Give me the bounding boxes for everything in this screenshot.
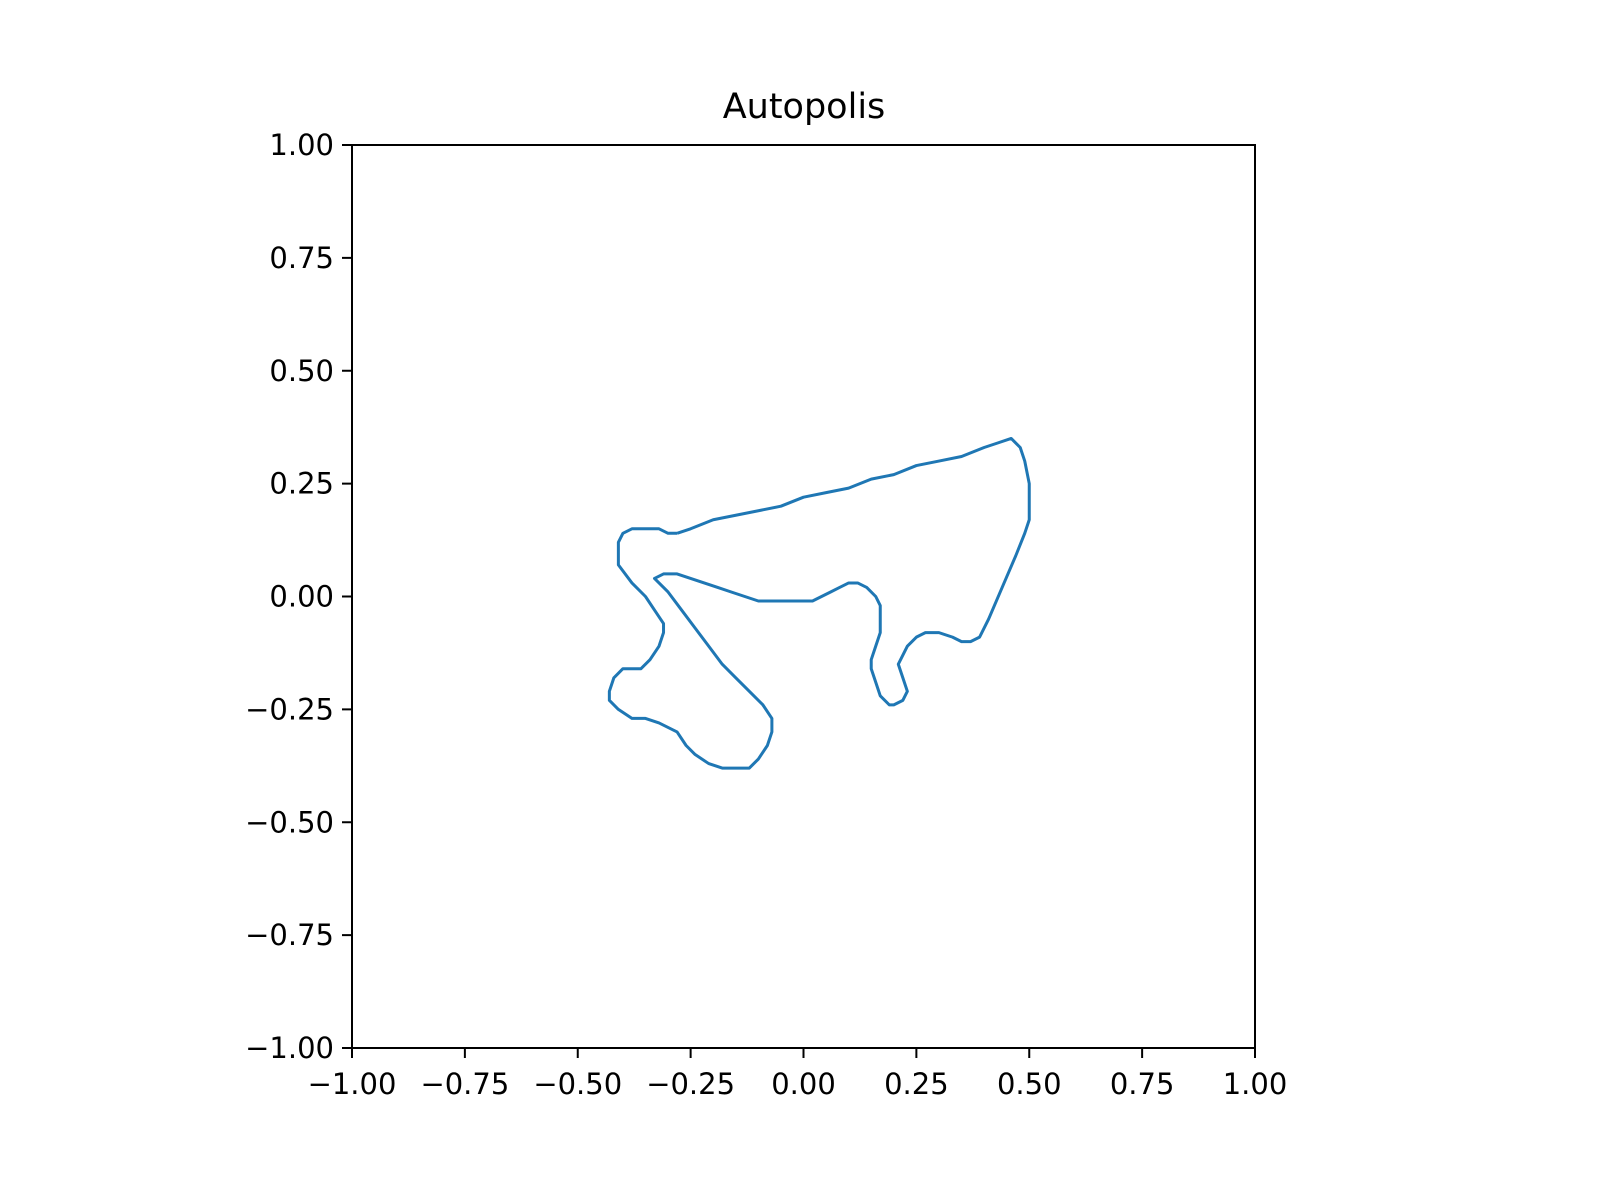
y-tick-label: −0.75 [245, 918, 334, 952]
x-tick-label: 0.25 [884, 1067, 949, 1101]
axis-ticks: −1.00 −0.75 −0.50 −0.25 0.00 0.25 0.50 0.75 1.00… [245, 128, 1287, 1101]
x-tick-label: −0.75 [420, 1067, 509, 1101]
x-tick-label: 0.00 [771, 1067, 836, 1101]
y-tick-label: 0.50 [269, 354, 334, 388]
x-tick-label: 1.00 [1223, 1067, 1288, 1101]
y-tick-label: 0.00 [269, 580, 334, 614]
y-tick-label: −0.25 [245, 692, 334, 726]
chart-title: Autopolis [723, 87, 886, 127]
y-tick-label: 1.00 [269, 128, 334, 162]
x-tick-label: 0.50 [997, 1067, 1062, 1101]
x-tick-label: −0.50 [533, 1067, 622, 1101]
x-tick-label: −0.25 [646, 1067, 735, 1101]
track-line-series-0 [607, 436, 1031, 770]
x-tick-label: −1.00 [308, 1067, 397, 1101]
y-tick-label: −1.00 [245, 1031, 334, 1065]
y-tick-label: 0.75 [269, 241, 334, 275]
plot-area [607, 436, 1031, 770]
y-tick-label: −0.50 [245, 805, 334, 839]
y-tick-label: 0.25 [269, 467, 334, 501]
x-tick-label: 0.75 [1110, 1067, 1175, 1101]
